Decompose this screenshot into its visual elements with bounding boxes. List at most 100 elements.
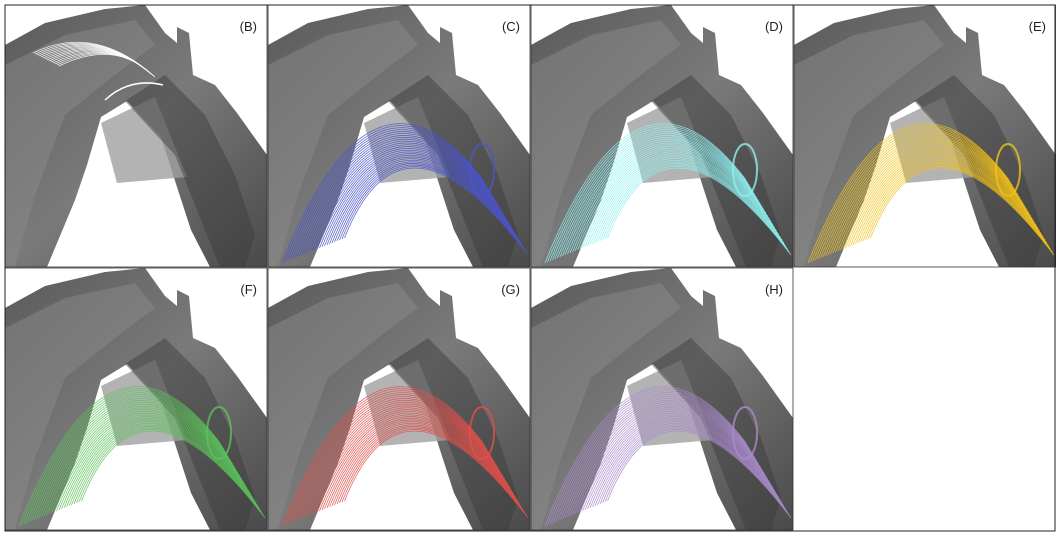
particle-track [589,156,779,246]
particle-eddy [469,143,495,197]
particle-track [592,421,781,508]
particle-track [319,151,511,249]
particle-track [48,409,242,515]
particle-track [284,125,486,263]
particle-track [344,430,529,519]
particle-track [53,412,246,513]
particle-track [301,138,498,256]
particle-track [309,407,504,516]
particle-track [579,149,772,250]
particle-track [577,148,770,251]
particle-track [837,146,1031,252]
particle-track [299,399,496,520]
panel-label: (D) [765,19,783,34]
particle-track [562,136,759,257]
figure-frame [4,4,1056,532]
panel-content [531,268,793,530]
particle-track [321,416,513,511]
particle-track [314,148,507,251]
particle-track [336,426,523,510]
particle-track [549,390,750,525]
particle-track [825,136,1022,257]
particle-track [281,386,484,527]
particle-track [572,144,767,253]
particle-track [326,156,516,246]
particle-track [311,146,505,252]
particle-track [331,159,520,244]
panel-label: (F) [240,282,257,297]
particle-track [572,407,767,516]
particle-track [66,421,255,508]
particle-track [842,149,1035,250]
particle-track [597,424,785,507]
panel-label: (H) [765,282,783,297]
particle-eddy [732,143,758,197]
panel: (C) [267,4,531,268]
particle-track [18,386,221,527]
particle-track [855,158,1044,245]
particle-track [281,123,484,264]
particle-track [33,398,232,521]
panel: (B) [4,4,268,268]
particle-track [840,148,1033,251]
panel-content [5,268,267,530]
panel-label: (B) [240,19,257,34]
particle-track [341,429,527,516]
particle-track [857,159,1046,244]
particle-track [604,166,790,253]
particle-track [311,409,505,515]
particle-track [594,422,783,507]
particle-track [554,394,754,523]
particle-track [544,386,747,527]
particle-track [867,166,1053,253]
particle-track [602,427,788,513]
particle-track [28,394,228,523]
particle-track [574,409,768,515]
particle-track [299,136,496,257]
particle-eddy [995,143,1021,197]
panel: (H) [530,267,794,531]
particle-track [582,151,774,249]
particle-track [289,392,489,524]
particle-track [564,401,761,519]
particle-track [46,407,241,516]
particle-track [607,167,792,256]
particle-track [21,388,223,526]
panel-border [267,267,531,531]
particle-track [291,394,491,523]
particle-track [845,151,1037,249]
particle-track [579,412,772,513]
particle-track [334,424,522,507]
particle-track [38,401,235,519]
particle-track [584,153,776,248]
particle-track [314,411,507,514]
panel-content [268,268,530,530]
particle-track [607,430,792,519]
particle-track [68,422,257,507]
particle-track [852,156,1042,246]
particle-track [294,133,493,259]
particle-track [291,131,491,260]
particle-track [847,153,1039,248]
particle-track [321,153,513,248]
particle-track [597,161,785,244]
particle-track [827,138,1024,256]
particle-track [56,414,248,512]
particle-track [289,129,489,261]
panel-label: (G) [501,282,520,297]
particle-track [51,411,244,514]
particle-track [36,399,233,520]
particle-track [71,424,259,507]
panel-label: (E) [1029,19,1046,34]
particle-track [339,427,525,513]
particle-track [557,133,756,259]
panel: (G) [267,267,531,531]
particle-track [870,167,1055,256]
particle-track [557,396,756,522]
particle-track [81,430,266,519]
panel: (D) [530,4,794,268]
particle-track [63,419,253,509]
particle-track [329,421,518,508]
particle-track [815,129,1015,261]
particle-track [599,163,786,247]
